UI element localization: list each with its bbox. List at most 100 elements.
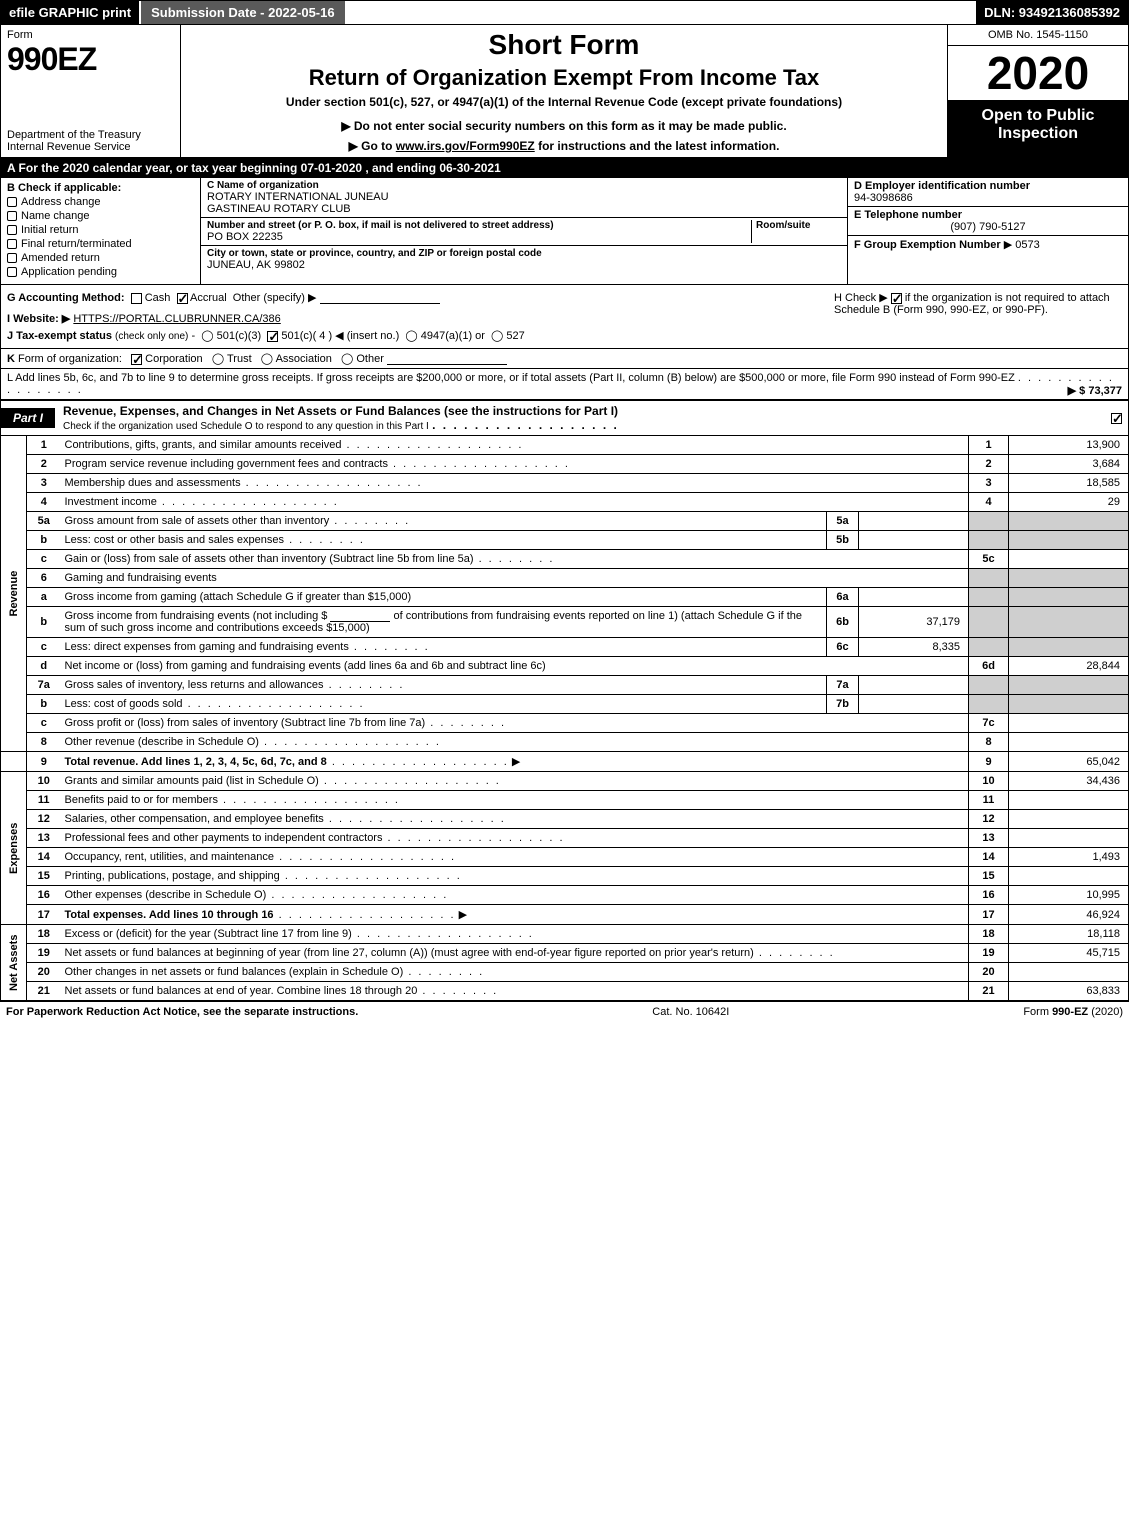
l19-ref: 19 [969,944,1009,963]
l2-desc: Program service revenue including govern… [65,458,388,470]
efile-label[interactable]: efile GRAPHIC print [1,1,139,24]
l5c-ref: 5c [969,550,1009,569]
l-amount: ▶ $ 73,377 [1068,384,1122,397]
ein-value: 94-3098686 [854,192,1122,204]
row-k: K Form of organization: Corporation ◯ Tr… [0,349,1129,369]
l6c-shade2 [1009,638,1129,657]
l6a-shade1 [969,588,1009,607]
g-other-blank[interactable] [320,292,440,304]
l5a-mref: 5a [827,512,859,531]
l5a-shade1 [969,512,1009,531]
l18-ref: 18 [969,925,1009,944]
l9-ref: 9 [969,752,1009,772]
org-name-1: ROTARY INTERNATIONAL JUNEAU [207,191,841,203]
page-footer: For Paperwork Reduction Act Notice, see … [0,1001,1129,1022]
g-accrual: Accrual [190,292,227,304]
l6a-desc: Gross income from gaming (attach Schedul… [65,591,412,603]
cb-address-change[interactable] [7,197,17,207]
goto-suffix: for instructions and the latest informat… [538,139,779,153]
ck-accrual[interactable] [177,293,188,304]
l6d-desc: Net income or (loss) from gaming and fun… [65,660,546,672]
l14-ref: 14 [969,848,1009,867]
l14-desc: Occupancy, rent, utilities, and maintena… [65,851,275,863]
l7b-num: b [27,695,61,714]
l6b-blank[interactable] [330,610,390,622]
l5b-shade2 [1009,531,1129,550]
l7a-mval [859,676,969,695]
part1-header: Part I Revenue, Expenses, and Changes in… [0,400,1129,436]
cb-amended-return[interactable] [7,253,17,263]
ck-schedule-b[interactable] [891,293,902,304]
l10-ref: 10 [969,772,1009,791]
l5b-shade1 [969,531,1009,550]
l21-ref: 21 [969,982,1009,1001]
ck-schedule-o[interactable] [1111,413,1122,424]
l21-num: 21 [27,982,61,1001]
cb-label-2: Initial return [21,224,78,236]
l17-ref: 17 [969,905,1009,925]
l4-num: 4 [27,493,61,512]
period-strip: A For the 2020 calendar year, or tax yea… [0,158,1129,178]
gen-value: ▶ 0573 [1004,239,1040,251]
d-label: D Employer identification number [854,180,1122,192]
goto-link[interactable]: www.irs.gov/Form990EZ [396,139,535,153]
l3-num: 3 [27,474,61,493]
l11-val [1009,791,1129,810]
l3-desc: Membership dues and assessments [65,477,241,489]
ck-501c[interactable] [267,331,278,342]
ck-cash[interactable] [131,293,142,304]
l6-shade1 [969,569,1009,588]
f-label: F Group Exemption Number [854,239,1001,251]
g-cash: Cash [145,292,171,304]
cb-initial-return[interactable] [7,225,17,235]
city-value: JUNEAU, AK 99802 [207,259,841,271]
l15-val [1009,867,1129,886]
cb-final-return[interactable] [7,239,17,249]
l20-num: 20 [27,963,61,982]
l4-desc: Investment income [65,496,157,508]
l7b-shade2 [1009,695,1129,714]
cb-name-change[interactable] [7,211,17,221]
l7b-desc: Less: cost of goods sold [65,698,183,710]
l5a-mval [859,512,969,531]
ck-corporation[interactable] [131,354,142,365]
side-net-assets: Net Assets [1,925,27,1001]
website-value[interactable]: HTTPS://PORTAL.CLUBRUNNER.CA/386 [73,313,280,325]
topbar-spacer [345,1,977,24]
goto-line: ▶ Go to www.irs.gov/Form990EZ for instru… [187,139,941,153]
l11-ref: 11 [969,791,1009,810]
l8-desc: Other revenue (describe in Schedule O) [65,736,259,748]
part1-title: Revenue, Expenses, and Changes in Net As… [55,401,1105,435]
l2-ref: 2 [969,455,1009,474]
side-rev-end [1,752,27,772]
l3-ref: 3 [969,474,1009,493]
l16-desc: Other expenses (describe in Schedule O) [65,889,267,901]
l6a-shade2 [1009,588,1129,607]
l7b-mref: 7b [827,695,859,714]
l11-desc: Benefits paid to or for members [65,794,218,806]
box-b: B Check if applicable: Address change Na… [1,178,201,284]
cb-application-pending[interactable] [7,267,17,277]
header-left: Form 990EZ Department of the Treasury In… [1,25,181,157]
row-g: G Accounting Method: Cash Accrual Other … [1,285,828,348]
l7c-val [1009,714,1129,733]
l1-num: 1 [27,436,61,455]
l4-val: 29 [1009,493,1129,512]
l1-desc: Contributions, gifts, grants, and simila… [65,439,342,451]
l6-desc: Gaming and fundraising events [61,569,969,588]
l10-num: 10 [27,772,61,791]
l7c-ref: 7c [969,714,1009,733]
l7a-desc: Gross sales of inventory, less returns a… [65,679,324,691]
l-text: L Add lines 5b, 6c, and 7b to line 9 to … [7,372,1015,384]
under-section: Under section 501(c), 527, or 4947(a)(1)… [187,95,941,109]
g-other: Other (specify) ▶ [233,292,317,304]
k-other-blank[interactable] [387,353,507,365]
goto-prefix: ▶ Go to [349,139,396,153]
l17-desc: Total expenses. Add lines 10 through 16 [65,909,274,921]
l19-val: 45,715 [1009,944,1129,963]
do-not-enter: ▶ Do not enter social security numbers o… [187,119,941,133]
l7a-shade1 [969,676,1009,695]
l6d-val: 28,844 [1009,657,1129,676]
cb-label-0: Address change [21,196,101,208]
part1-title-text: Revenue, Expenses, and Changes in Net As… [63,404,618,418]
